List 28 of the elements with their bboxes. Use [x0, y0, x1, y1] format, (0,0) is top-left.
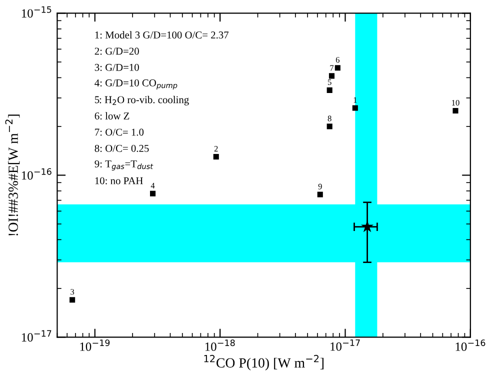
y-tick-label: 10$^{−16}$ [22, 168, 52, 180]
x-axis-title: $^{12}$CO P(10) [W m$^{−2}$] [204, 354, 324, 370]
annotation: 7 [330, 65, 334, 71]
x-tick-label: 10$^{−19}$ [80, 340, 110, 351]
y-axis-title: !OI!##3%#E[W m$^{−2}$] [5, 114, 20, 236]
annotation: 8 [328, 116, 332, 122]
annotation: 5 [328, 79, 332, 85]
annotation: 4 [150, 182, 155, 188]
y-tick-label: 10$^{−15}$ [22, 6, 52, 18]
annotation: 5: H$_{2}$O ro-vib. cooling [95, 96, 189, 106]
x-tick-label: 10$^{−16}$ [456, 340, 486, 351]
annotation: 3: G/D=10 [94, 64, 139, 71]
x-tick-label: 10$^{−17}$ [330, 340, 360, 351]
annotation: 3 [70, 289, 74, 295]
annotation: 6 [336, 57, 340, 63]
annotation: 1: Model 3 G/D=100 O/C= 2.37 [95, 31, 229, 39]
x-tick-label: 10$^{−18}$ [205, 340, 235, 351]
annotation: 9: T$_{gas}$=T$_{dust}$ [94, 160, 154, 171]
annotation: 8: O/C= 0.25 [94, 144, 149, 152]
annotation: 6: low Z [94, 112, 130, 120]
annotation: 7: O/C= 1.0 [95, 128, 144, 136]
annotation: 2 [214, 146, 218, 152]
annotation: 2: G/D=20 [94, 48, 139, 55]
y-tick-label: 10$^{−17}$ [22, 330, 52, 342]
annotation: 9 [318, 184, 322, 190]
annotation: 10: no PAH [95, 177, 143, 184]
annotation: 10 [452, 100, 460, 106]
annotation: 4: G/D=10 CO$_{pump}$ [94, 79, 178, 90]
